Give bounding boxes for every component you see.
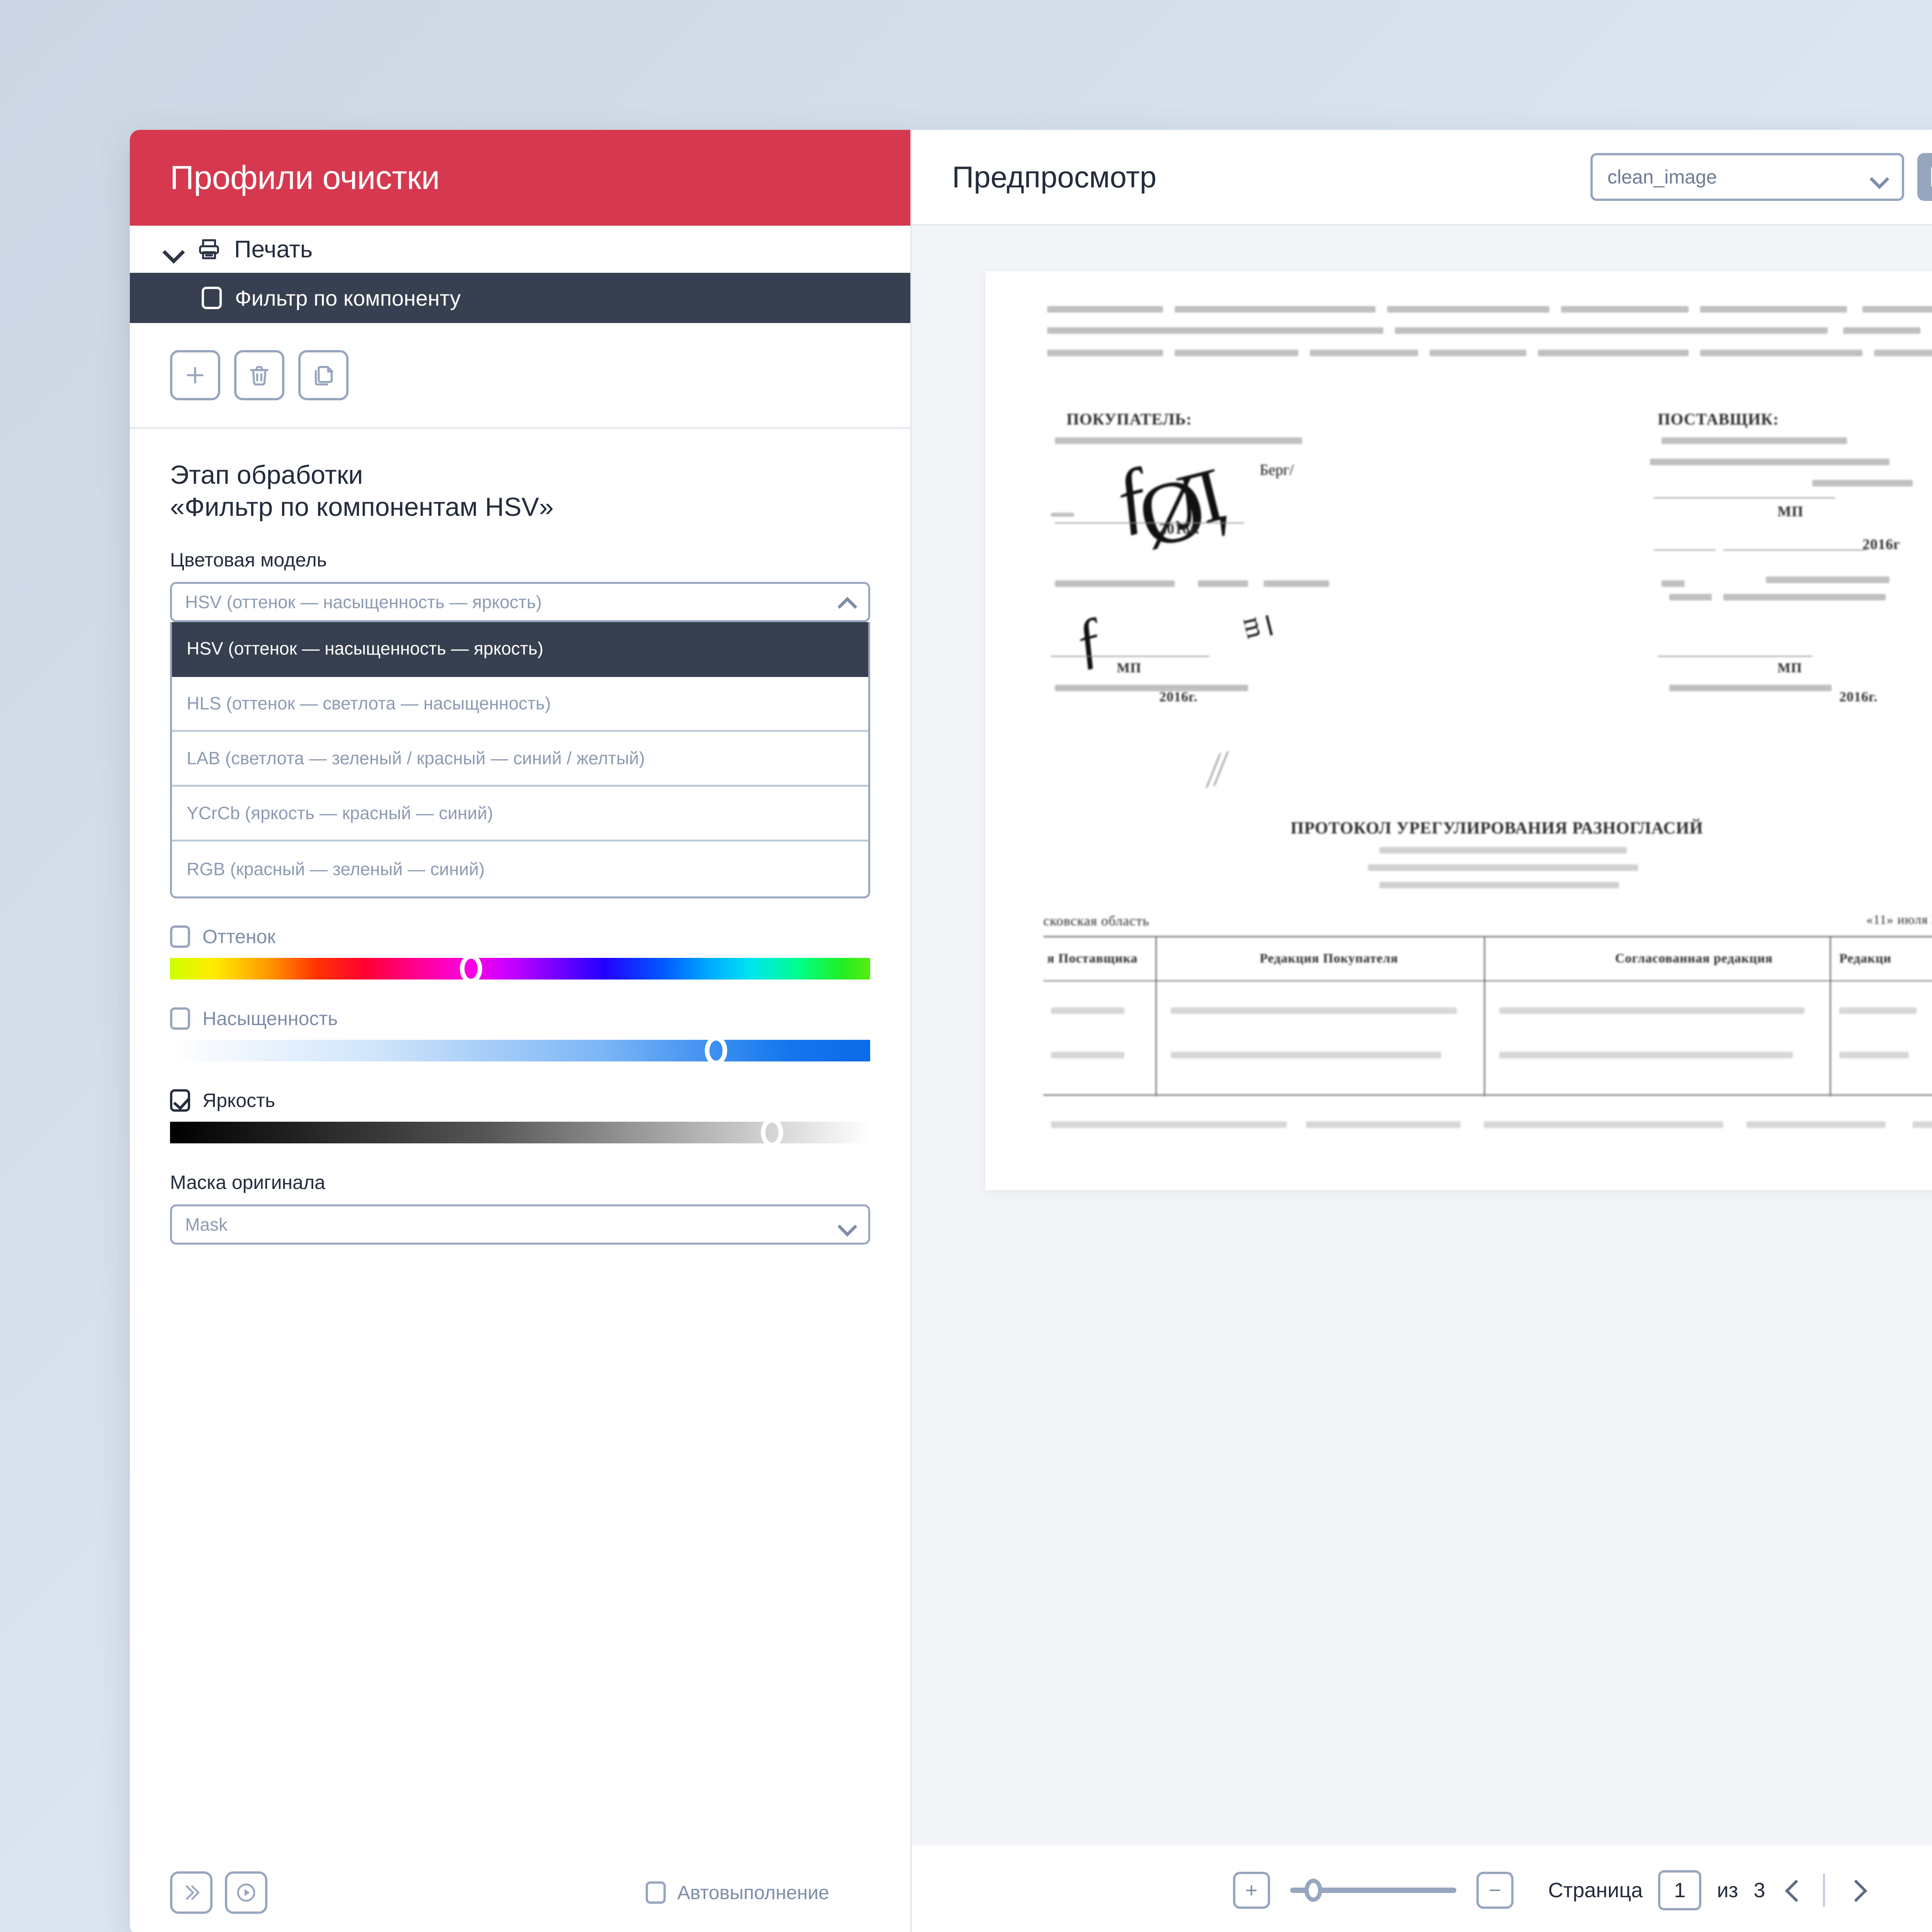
trash-icon: [250, 366, 269, 386]
mask-select[interactable]: Mask: [170, 1204, 870, 1245]
divider: [1823, 1874, 1825, 1907]
mask-label: Маска оригинала: [170, 1171, 325, 1193]
page-title: Профили очистки: [170, 159, 440, 196]
tree-item-label: Фильтр по компоненту: [235, 286, 461, 310]
page-total: 3: [1753, 1879, 1765, 1902]
brightness-label: Яркость: [202, 1089, 276, 1111]
tree-group-label: Печать: [234, 236, 313, 263]
chevron-down-icon[interactable]: [838, 1216, 855, 1233]
of-word: из: [1717, 1879, 1738, 1902]
color-model-option[interactable]: HLS (оттенок — светлота — насыщенность): [172, 677, 868, 732]
color-model-select[interactable]: HSV (оттенок — насыщенность — яркость): [170, 582, 870, 622]
main-footer: + − Страница 1 из 3: [912, 1845, 1932, 1932]
channel-row-brightness: Яркость: [170, 1089, 870, 1112]
profile-select[interactable]: clean_image: [1590, 153, 1904, 201]
preview-canvas[interactable]: ПОКУПАТЕЛЬ: ПОСТАВЩИК: ƒ Ø Ӆ Берг/ МП 20…: [912, 226, 1932, 1845]
page-number-input[interactable]: 1: [1658, 1870, 1702, 1910]
brightness-slider[interactable]: [170, 1117, 870, 1147]
sidebar: Профили очистки Печать Фильтр по компоне…: [130, 130, 912, 1932]
run-step-button[interactable]: [225, 1871, 267, 1914]
delete-profile-button[interactable]: [234, 350, 284, 400]
preview-title: Предпросмотр: [952, 160, 1157, 194]
profile-select-value: clean_image: [1607, 166, 1717, 188]
saturation-slider[interactable]: [170, 1036, 870, 1065]
stage-panel: Этап обработки «Фильтр по компонентам HS…: [130, 429, 910, 1850]
color-model-option[interactable]: YCrCb (яркость — красный — синий): [172, 787, 868, 842]
main-panel: Предпросмотр clean_image: [912, 130, 1932, 1932]
doc-stamp-right: МП: [1777, 503, 1804, 520]
pager-toolbar: + − Страница 1 из 3: [1213, 1859, 1888, 1921]
hue-label: Оттенок: [202, 925, 276, 947]
zoom-slider[interactable]: [1290, 1879, 1456, 1902]
auto-exec-checkbox[interactable]: [645, 1881, 666, 1904]
plus-icon: [187, 367, 204, 384]
tree-group-print[interactable]: Печать: [130, 226, 910, 273]
next-page-button[interactable]: [1840, 1877, 1867, 1904]
brightness-checkbox[interactable]: [170, 1089, 190, 1112]
color-model-option[interactable]: LAB (светлота — зеленый / красный — сини…: [172, 732, 868, 787]
page-word: Страница: [1548, 1879, 1643, 1902]
double-chevron-right-icon: [186, 1885, 199, 1900]
profile-actions-toolbar: [130, 323, 910, 429]
copy-profile-button[interactable]: [298, 350, 349, 400]
chevron-down-icon[interactable]: [1870, 168, 1887, 185]
doc-year-left: 2016г.: [1159, 521, 1200, 537]
scanned-document: ПОКУПАТЕЛЬ: ПОСТАВЩИК: ƒ Ø Ӆ Берг/ МП 20…: [1043, 294, 1932, 1156]
play-circle-icon: [237, 1883, 255, 1902]
zoom-in-button[interactable]: +: [1233, 1872, 1270, 1909]
hue-slider-track[interactable]: [170, 957, 870, 980]
brightness-slider-thumb[interactable]: [761, 1117, 784, 1147]
sidebar-header: Профили очистки: [130, 130, 910, 226]
add-profile-button[interactable]: [170, 350, 220, 400]
tree-item-component-filter[interactable]: Фильтр по компоненту: [130, 273, 910, 323]
saturation-checkbox[interactable]: [170, 1007, 190, 1030]
brightness-slider-track[interactable]: [170, 1121, 870, 1143]
channel-row-saturation: Насыщенность: [170, 1007, 870, 1030]
color-model-options-list[interactable]: HSV (оттенок — насыщенность — яркость) H…: [170, 622, 870, 898]
sidebar-footer: Автовыполнение: [130, 1850, 910, 1932]
main-header: Предпросмотр clean_image: [912, 130, 1932, 226]
zoom-slider-thumb[interactable]: [1304, 1879, 1322, 1902]
stage-title: Этап обработки «Фильтр по компонентам HS…: [170, 460, 554, 522]
doc-heading-supplier: ПОСТАВЩИК:: [1658, 411, 1779, 429]
doc-year-right: 2016г: [1862, 536, 1901, 553]
printer-icon: [197, 237, 221, 261]
mask-select-value: Mask: [185, 1214, 228, 1235]
auto-exec-row[interactable]: Автовыполнение: [645, 1881, 870, 1904]
doc-date-note: «11» июля 2 Посад, Мо: [1866, 913, 1932, 927]
app-window: Профили очистки Печать Фильтр по компоне…: [130, 130, 1932, 1932]
prev-page-button[interactable]: [1781, 1877, 1808, 1904]
document-page: ПОКУПАТЕЛЬ: ПОСТАВЩИК: ƒ Ø Ӆ Берг/ МП 20…: [985, 271, 1932, 1190]
header-toolbar: clean_image: [1590, 153, 1932, 201]
color-model-option[interactable]: RGB (красный — зеленый — синий): [187, 859, 485, 879]
floppy-disk-icon: [1931, 167, 1932, 187]
channel-row-hue: Оттенок: [170, 925, 870, 948]
run-all-button[interactable]: [170, 1871, 213, 1914]
chevron-up-icon[interactable]: [838, 594, 855, 611]
profile-tree: Печать Фильтр по компоненту: [130, 226, 910, 323]
doc-region: сковская область: [1043, 913, 1150, 929]
doc-stamp-left: МП: [1117, 660, 1141, 675]
color-model-select-value: HSV (оттенок — насыщенность — яркость): [185, 592, 542, 612]
hue-checkbox[interactable]: [170, 925, 190, 948]
saturation-label: Насыщенность: [202, 1007, 338, 1029]
color-model-label: Цветовая модель: [170, 549, 327, 571]
doc-heading-buyer: ПОКУПАТЕЛЬ:: [1066, 411, 1192, 429]
doc-protocol-title: ПРОТОКОЛ УРЕГУЛИРОВАНИЯ РАЗНОГЛАСИЙ: [1291, 818, 1703, 837]
save-button[interactable]: [1917, 153, 1932, 201]
copy-icon: [315, 366, 333, 386]
hue-slider-thumb[interactable]: [460, 954, 483, 983]
color-model-option[interactable]: HSV (оттенок — насыщенность — яркость): [172, 622, 868, 677]
chevron-down-icon[interactable]: [162, 238, 184, 260]
saturation-slider-track[interactable]: [170, 1039, 870, 1061]
zoom-out-button[interactable]: −: [1476, 1872, 1514, 1909]
tree-item-checkbox[interactable]: [202, 287, 222, 309]
hue-slider[interactable]: [170, 954, 870, 983]
auto-exec-label: Автовыполнение: [677, 1882, 829, 1903]
saturation-slider-thumb[interactable]: [705, 1036, 728, 1065]
